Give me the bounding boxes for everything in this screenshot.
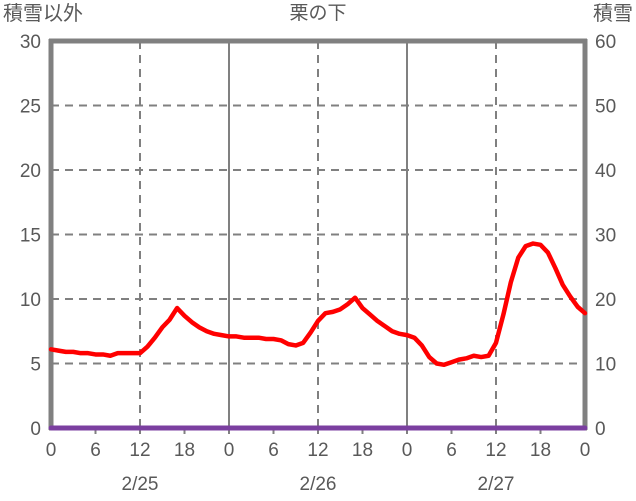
x-tick-label: 0 — [224, 440, 235, 461]
y-left-tick-label: 30 — [20, 32, 41, 53]
x-axis-date-labels: 2/25 2/26 2/27 — [122, 474, 515, 495]
x-tick-label: 12 — [485, 440, 506, 461]
y-right-tick-label: 0 — [595, 419, 606, 440]
left-axis-title: 積雪以外 — [3, 3, 83, 25]
x-axis-ticklabels: 0 6 12 18 0 6 12 18 0 6 12 18 0 — [46, 440, 591, 461]
y-right-tick-label: 20 — [595, 290, 616, 311]
series-line-non-snow — [48, 241, 588, 368]
x-tick-label: 12 — [307, 440, 328, 461]
x-date-label: 2/25 — [122, 474, 159, 495]
y-left-tick-label: 10 — [20, 290, 41, 311]
y-left-tick-label: 15 — [20, 226, 41, 247]
vertical-gridlines — [139, 41, 497, 428]
x-tick-label: 18 — [530, 440, 551, 461]
y-right-tick-label: 60 — [595, 32, 616, 53]
right-axis-ticklabels: 0 10 20 30 40 50 60 — [595, 32, 616, 440]
x-tick-label: 0 — [402, 440, 413, 461]
x-tick-label: 18 — [174, 440, 195, 461]
x-tick-label: 6 — [90, 440, 101, 461]
y-left-tick-label: 20 — [20, 161, 41, 182]
x-tick-label: 18 — [352, 440, 373, 461]
x-tick-label: 0 — [46, 440, 57, 461]
page-title: 栗の下 — [289, 3, 347, 24]
x-date-label: 2/26 — [300, 474, 337, 495]
x-tick-label: 12 — [129, 440, 150, 461]
day-separator-lines — [228, 41, 408, 428]
y-left-tick-label: 0 — [30, 419, 41, 440]
y-right-tick-label: 50 — [595, 97, 616, 118]
y-right-tick-label: 30 — [595, 226, 616, 247]
data-series-layer — [48, 241, 588, 431]
x-date-label: 2/27 — [478, 474, 515, 495]
left-axis-ticklabels: 0 5 10 15 20 25 30 — [20, 32, 41, 440]
y-right-tick-label: 10 — [595, 355, 616, 376]
y-left-tick-label: 5 — [30, 355, 41, 376]
y-right-tick-label: 40 — [595, 161, 616, 182]
y-left-tick-label: 25 — [20, 97, 41, 118]
right-axis-title: 積雪 — [593, 3, 633, 25]
x-tick-label: 6 — [268, 440, 279, 461]
x-tick-label: 0 — [580, 440, 591, 461]
x-tick-label: 6 — [446, 440, 457, 461]
